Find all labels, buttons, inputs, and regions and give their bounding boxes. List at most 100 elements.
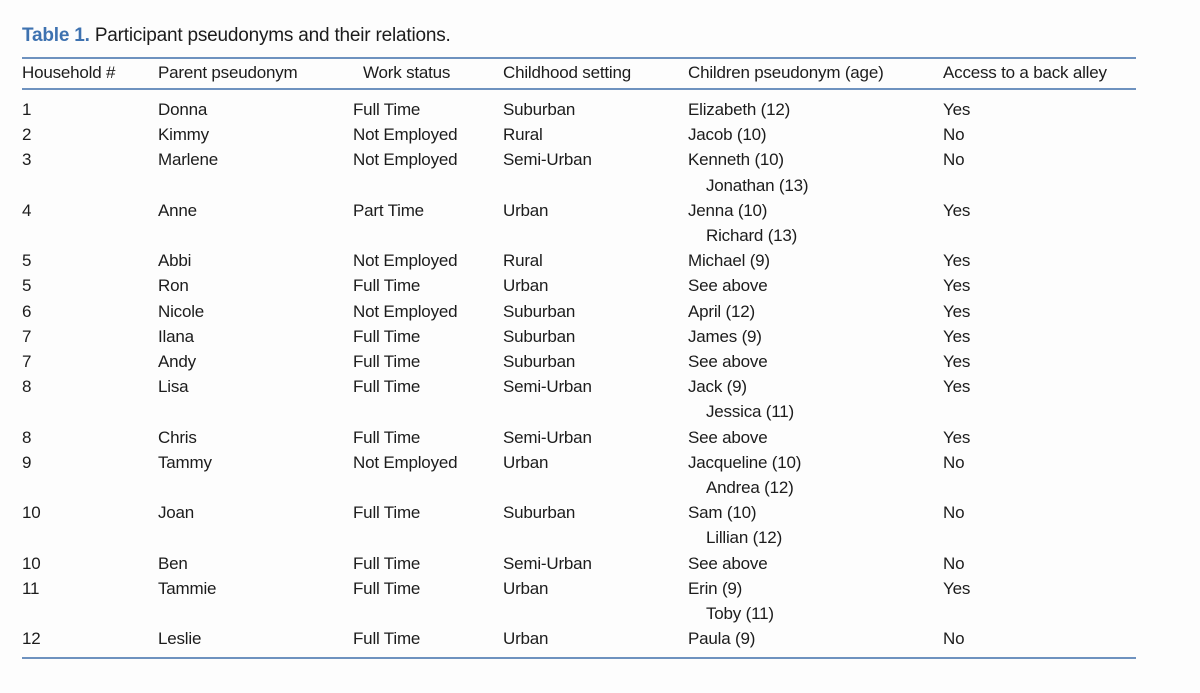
cell-back-alley: No	[943, 125, 965, 145]
cell-household: 4	[22, 200, 32, 220]
table-row: 6 Nicole Not Employed Suburban April (12…	[22, 299, 1136, 324]
cell-childhood-setting: Urban	[503, 276, 549, 296]
cell-parent-pseudonym: Donna	[158, 100, 208, 119]
table-row: 4 Anne Part Time Urban Jenna (10) Richard…	[22, 198, 1136, 248]
cell-work-status: Full Time	[353, 578, 421, 598]
cell-childhood-setting: Semi-Urban	[503, 377, 592, 397]
children-line: See above	[688, 276, 768, 296]
children-line: James (9)	[688, 326, 762, 346]
cell-household: 10	[22, 553, 41, 573]
children-line: April (12)	[688, 301, 755, 321]
table-row: 8 Chris Full Time Semi-Urban See above Y…	[22, 425, 1136, 450]
cell-children-pseudonym: Jack (9) Jessica (11)	[688, 374, 943, 424]
table-row: 3 Marlene Not Employed Semi-Urban Kennet…	[22, 147, 1136, 197]
cell-household: 6	[22, 301, 32, 321]
cell-back-alley: Yes	[943, 200, 971, 220]
children-line: Jenna (10)	[688, 200, 768, 220]
cell-childhood-setting: Semi-Urban	[503, 427, 592, 447]
cell-work-status: Full Time	[353, 629, 421, 649]
cell-children-pseudonym: See above	[688, 551, 943, 576]
children-line: Erin (9)	[688, 578, 743, 598]
children-line: See above	[688, 427, 768, 447]
table-row: 8 Lisa Full Time Semi-Urban Jack (9) Jess…	[22, 374, 1136, 424]
cell-back-alley: No	[943, 452, 965, 472]
cell-childhood-setting: Suburban	[503, 100, 576, 119]
cell-household: 10	[22, 503, 41, 523]
cell-work-status: Not Employed	[353, 301, 458, 321]
cell-childhood-setting: Suburban	[503, 301, 576, 321]
table-caption: Table 1. Participant pseudonyms and thei…	[22, 24, 1200, 48]
cell-parent-pseudonym: Tammie	[158, 578, 217, 598]
children-line: Richard (13)	[706, 226, 798, 246]
children-line: Kenneth (10)	[688, 150, 784, 170]
table-header-row: Household # Parent pseudonym Work status…	[22, 58, 1136, 89]
cell-work-status: Full Time	[353, 100, 421, 119]
children-line: See above	[688, 553, 768, 573]
cell-parent-pseudonym: Ilana	[158, 326, 194, 346]
table-row: 10 Ben Full Time Semi-Urban See above No	[22, 551, 1136, 576]
cell-household: 1	[22, 100, 32, 119]
participants-table: Household # Parent pseudonym Work status…	[22, 57, 1136, 660]
cell-household: 7	[22, 326, 32, 346]
children-line: Elizabeth (12)	[688, 100, 791, 119]
table-row: 12 Leslie Full Time Urban Paula (9) No	[22, 626, 1136, 658]
cell-household: 8	[22, 377, 32, 397]
cell-parent-pseudonym: Chris	[158, 427, 197, 447]
cell-work-status: Full Time	[353, 377, 421, 397]
header-childhood-setting: Childhood setting	[503, 63, 631, 82]
cell-back-alley: Yes	[943, 276, 971, 296]
cell-parent-pseudonym: Lisa	[158, 377, 189, 397]
cell-parent-pseudonym: Tammy	[158, 452, 212, 472]
children-line: Sam (10)	[688, 503, 757, 523]
table-row: 7 Ilana Full Time Suburban James (9) Yes	[22, 324, 1136, 349]
table-row: 9 Tammy Not Employed Urban Jacqueline (1…	[22, 450, 1136, 500]
cell-childhood-setting: Suburban	[503, 503, 576, 523]
cell-parent-pseudonym: Anne	[158, 200, 197, 220]
cell-household: 2	[22, 125, 32, 145]
cell-household: 7	[22, 352, 32, 372]
cell-children-pseudonym: See above	[688, 273, 943, 298]
cell-work-status: Full Time	[353, 352, 421, 372]
caption-text: Participant pseudonyms and their relatio…	[89, 25, 451, 46]
cell-children-pseudonym: Elizabeth (12)	[688, 89, 943, 122]
children-line: Toby (11)	[706, 604, 774, 624]
cell-work-status: Full Time	[353, 503, 421, 523]
children-line: Michael (9)	[688, 251, 770, 271]
cell-back-alley: Yes	[943, 578, 971, 598]
cell-parent-pseudonym: Andy	[158, 352, 196, 372]
cell-work-status: Full Time	[353, 427, 421, 447]
children-line: Jonathan (13)	[706, 175, 809, 195]
cell-back-alley: No	[943, 553, 965, 573]
cell-back-alley: No	[943, 503, 965, 523]
children-line: Lillian (12)	[706, 528, 783, 548]
children-line: Andrea (12)	[706, 478, 794, 498]
table-row: 10 Joan Full Time Suburban Sam (10) Lilli…	[22, 500, 1136, 550]
cell-back-alley: No	[943, 150, 965, 170]
children-line: Jacob (10)	[688, 125, 767, 145]
cell-childhood-setting: Rural	[503, 251, 543, 271]
cell-parent-pseudonym: Leslie	[158, 629, 202, 649]
cell-household: 11	[22, 578, 40, 598]
cell-back-alley: Yes	[943, 427, 971, 447]
table-row: 1 Donna Full Time Suburban Elizabeth (12…	[22, 89, 1136, 122]
cell-work-status: Not Employed	[353, 150, 458, 170]
cell-parent-pseudonym: Ron	[158, 276, 189, 296]
header-back-alley: Access to a back alley	[943, 63, 1107, 82]
children-line: Jessica (11)	[706, 402, 794, 422]
cell-children-pseudonym: April (12)	[688, 299, 943, 324]
cell-back-alley: Yes	[943, 352, 971, 372]
cell-childhood-setting: Urban	[503, 200, 549, 220]
cell-children-pseudonym: Kenneth (10) Jonathan (13)	[688, 147, 943, 197]
cell-parent-pseudonym: Abbi	[158, 251, 192, 271]
cell-work-status: Full Time	[353, 276, 421, 296]
cell-work-status: Full Time	[353, 553, 421, 573]
children-line: Paula (9)	[688, 629, 756, 649]
table-row: 7 Andy Full Time Suburban See above Yes	[22, 349, 1136, 374]
page: Table 1. Participant pseudonyms and thei…	[22, 24, 1200, 660]
cell-childhood-setting: Rural	[503, 125, 543, 145]
cell-work-status: Not Employed	[353, 452, 458, 472]
table-row: 2 Kimmy Not Employed Rural Jacob (10) No	[22, 122, 1136, 147]
caption-label: Table 1.	[22, 25, 90, 46]
cell-work-status: Part Time	[353, 200, 424, 220]
cell-back-alley: Yes	[943, 251, 971, 271]
